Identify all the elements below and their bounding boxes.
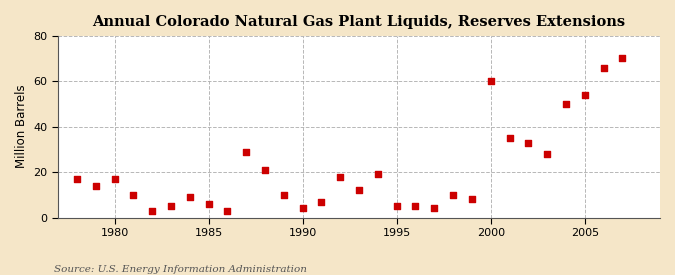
Point [485,79,496,83]
Point [297,206,308,211]
Point [523,140,534,145]
Point [598,65,609,70]
Point [165,204,176,208]
Point [146,208,157,213]
Point [128,193,139,197]
Point [560,102,571,106]
Point [316,199,327,204]
Point [542,152,553,156]
Point [354,188,364,192]
Point [222,208,233,213]
Point [392,204,402,208]
Point [72,177,82,181]
Point [184,195,195,199]
Point [448,193,458,197]
Title: Annual Colorado Natural Gas Plant Liquids, Reserves Extensions: Annual Colorado Natural Gas Plant Liquid… [92,15,626,29]
Point [335,174,346,179]
Point [410,204,421,208]
Point [373,172,383,177]
Y-axis label: Million Barrels: Million Barrels [15,85,28,169]
Point [429,206,439,211]
Point [278,193,289,197]
Point [109,177,120,181]
Point [579,93,590,97]
Point [617,56,628,61]
Point [504,136,515,140]
Point [241,149,252,154]
Point [260,168,271,172]
Point [466,197,477,202]
Text: Source: U.S. Energy Information Administration: Source: U.S. Energy Information Administ… [54,265,307,274]
Point [203,202,214,206]
Point [90,183,101,188]
